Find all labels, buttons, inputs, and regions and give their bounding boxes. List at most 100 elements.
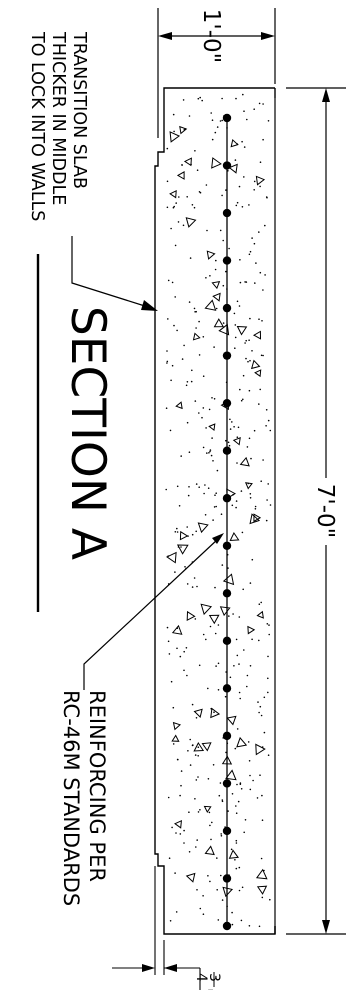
hatch-dot [207, 875, 209, 877]
hatch-dot [253, 189, 255, 191]
rebar-bar [222, 684, 232, 693]
hatch-dot [196, 585, 198, 588]
hatch-dot [249, 250, 252, 253]
length-dimension-label: 7'-0" [312, 484, 338, 538]
hatch-dot [166, 147, 169, 150]
thickening-denominator: 4 [193, 973, 209, 982]
hatch-dot [267, 483, 270, 485]
hatch-dot [238, 185, 241, 188]
reinforcing-note-line-1: REINFORCING PER [85, 690, 109, 882]
hatch-dot [202, 633, 205, 636]
hatch-dot [216, 857, 218, 859]
hatch-dot [234, 324, 237, 326]
hatch-dot [209, 449, 212, 451]
length-dimension [286, 87, 346, 935]
hatch-dot [231, 923, 234, 926]
hatch-dot [185, 647, 188, 649]
hatch-dot [261, 794, 263, 797]
hatch-dot [174, 244, 177, 247]
hatch-dot [193, 206, 196, 209]
width-dimension [157, 8, 276, 138]
hatch-dot [251, 237, 253, 239]
hatch-dot [166, 350, 168, 352]
hatch-dot [204, 484, 206, 486]
hatch-dot [217, 624, 220, 626]
hatch-dot [236, 654, 239, 657]
hatch-dot [221, 799, 224, 801]
hatch-dot [231, 793, 234, 795]
hatch-dot [186, 526, 188, 528]
hatch-dot [190, 380, 193, 383]
hatch-dot [198, 320, 200, 323]
hatch-aggregate [218, 323, 230, 336]
hatch-dot [243, 146, 246, 148]
hatch-dot [188, 851, 191, 853]
hatch-dot [209, 625, 212, 628]
hatch-dot [176, 758, 179, 761]
hatch-dot [188, 115, 191, 117]
hatch-aggregate [211, 157, 222, 169]
hatch-dot [246, 118, 248, 121]
hatch-dot [266, 499, 268, 501]
hatch-dot [227, 810, 229, 812]
hatch-dot [251, 638, 253, 641]
hatch-dot [253, 180, 256, 183]
hatch-dot [263, 696, 266, 699]
hatch-dot [206, 229, 208, 232]
hatch-dot [258, 603, 261, 605]
hatch-aggregate [183, 157, 192, 167]
hatch-aggregate [225, 769, 237, 781]
hatch-dot [206, 452, 208, 454]
hatch-dot [174, 531, 177, 533]
hatch-dot [199, 907, 202, 910]
hatch-dot [166, 206, 169, 209]
hatch-dot [219, 229, 222, 232]
hatch-dot [259, 185, 261, 188]
hatch-aggregate [245, 482, 253, 490]
transition-slab-note: TRANSITION SLAB THICKER IN MIDDLE TO LOC… [27, 31, 89, 221]
hatch-aggregate [176, 171, 185, 180]
hatch-dot [209, 824, 211, 827]
hatch-dot [220, 513, 223, 515]
hatch-dot [212, 519, 214, 521]
hatch-dot [244, 819, 247, 821]
hatch-dot [183, 829, 185, 832]
hatch-dot [219, 120, 222, 122]
hatch-dot [238, 616, 241, 618]
hatch-dot [258, 403, 260, 405]
hatch-dot [230, 848, 233, 851]
hatch-dot [242, 374, 245, 377]
hatch-dot [248, 437, 251, 440]
hatch-aggregate [236, 325, 248, 336]
hatch-dot [243, 649, 245, 651]
hatch-dot [238, 889, 241, 892]
hatch-dot [245, 281, 248, 283]
hatch-dot [209, 880, 211, 883]
hatch-dot [219, 782, 222, 784]
hatch-dot [246, 685, 248, 688]
hatch-dot [248, 389, 251, 392]
hatch-dot [194, 311, 196, 313]
hatch-dot [166, 180, 169, 183]
hatch-dot [189, 764, 192, 766]
hatch-dot [187, 494, 190, 497]
hatch-dot [204, 514, 207, 516]
hatch-dot [220, 874, 222, 877]
hatch-dot [258, 925, 261, 928]
thickening-unit: " [195, 988, 216, 990]
hatch-aggregate [226, 715, 237, 726]
hatch-dot [179, 833, 182, 835]
hatch-aggregate [239, 456, 250, 467]
section-title: SECTION A [60, 306, 115, 560]
hatch-aggregate [206, 250, 216, 260]
rebar-bar [222, 208, 232, 218]
hatch-dot [192, 744, 194, 746]
hatch-dot [236, 728, 239, 730]
hatch-dot [218, 794, 221, 797]
hatch-dot [189, 738, 191, 741]
hatch-dot [268, 633, 271, 636]
hatch-dot [221, 194, 223, 197]
hatch-dot [197, 755, 199, 757]
hatch-dot [214, 268, 217, 271]
hatch-dot [166, 360, 169, 363]
